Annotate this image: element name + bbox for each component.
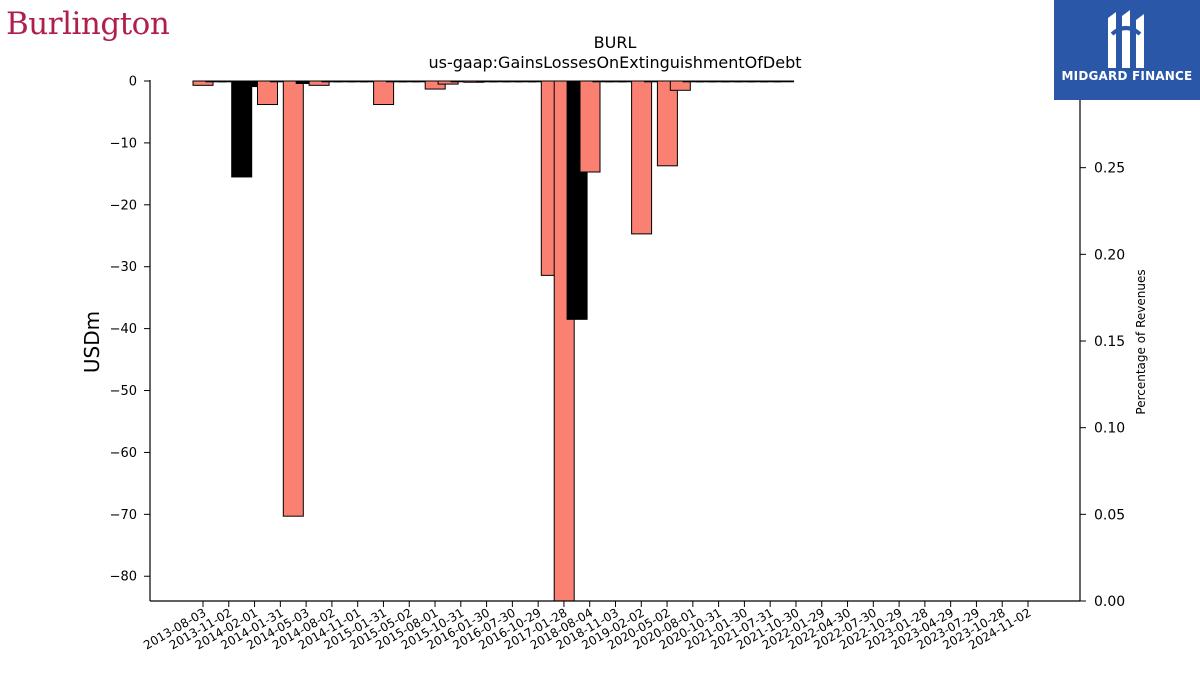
- bar-2014-05-03: [231, 80, 253, 178]
- bar-2022-07-30: [656, 80, 678, 167]
- y-tick-label: −70: [110, 508, 137, 523]
- x-ticks: 2013-08-032013-11-022014-02-012014-01-31…: [141, 601, 1034, 652]
- chart-title: BURL: [594, 33, 637, 52]
- midgard-finance-text: MIDGARD FINANCE: [1061, 69, 1193, 83]
- y-right-tick-label: 0.25: [1094, 161, 1125, 177]
- y-tick-label: −80: [110, 570, 137, 585]
- bar-2022-01-29: [631, 80, 653, 235]
- bar-2015-05-02: [282, 80, 304, 517]
- midgard-finance-logo: MIDGARD FINANCE: [1054, 0, 1200, 100]
- y-right-tick-label: 0.10: [1094, 421, 1125, 437]
- burlington-logo: Burlington: [6, 6, 170, 42]
- midgard-mark-icon: [1108, 10, 1144, 68]
- y-axis-right-label: Percentage of Revenues: [1134, 269, 1148, 414]
- y-tick-label: −40: [110, 322, 137, 337]
- bar-2024-11-02: [773, 80, 794, 83]
- bar-2018-02-03: [424, 80, 446, 90]
- bar-2014-11-01: [257, 80, 278, 106]
- y-axis-label: USDm: [80, 311, 104, 373]
- left-y-ticks: 0 −10 −20 −30 −40 −50 −60 −70 −80: [110, 75, 150, 585]
- chart-subtitle: us-gaap:GainsLossesOnExtinguishmentOfDeb…: [428, 53, 801, 72]
- y-right-tick-label: 0.20: [1094, 247, 1125, 263]
- bar-2015-10-31: [308, 80, 330, 86]
- y-right-tick-label: 0.15: [1094, 334, 1125, 350]
- y-right-tick-label: 0.00: [1094, 594, 1125, 610]
- chart-title-block: BURL us-gaap:GainsLossesOnExtinguishment…: [428, 33, 801, 72]
- y-tick-label: −20: [110, 198, 137, 213]
- bar-2021-01-30: [579, 80, 601, 173]
- y-tick-label: −10: [110, 136, 137, 151]
- bar-2017-01-28: [373, 80, 395, 106]
- y-tick-label: −30: [110, 260, 137, 275]
- bar-2018-05-05: [437, 80, 459, 85]
- y-tick-label: −60: [110, 446, 137, 461]
- bar-2022-10-29: [669, 80, 691, 91]
- bar-2013-08-03: [192, 80, 214, 86]
- right-y-ticks: 0.00 0.05 0.10 0.15 0.20 0.25: [1080, 161, 1125, 610]
- y-right-tick-label: 0.05: [1094, 507, 1125, 523]
- y-tick-label: 0: [129, 75, 137, 90]
- bars-layer: [192, 80, 794, 602]
- y-tick-label: −50: [110, 384, 137, 399]
